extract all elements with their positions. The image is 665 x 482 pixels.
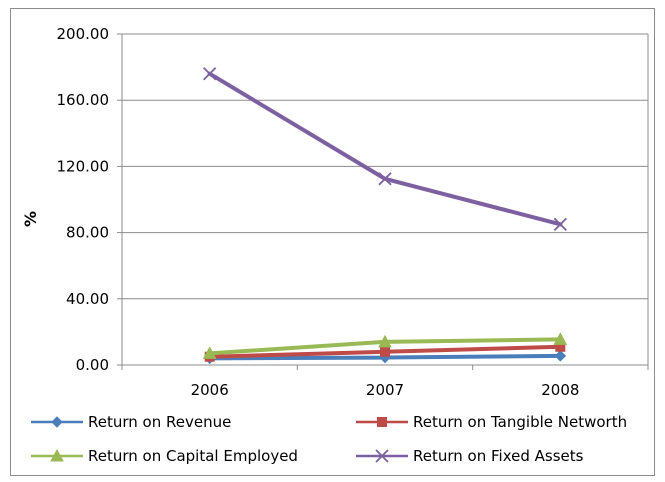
data-point bbox=[555, 351, 565, 361]
y-tick-label: 80.00 bbox=[66, 224, 109, 242]
legend-marker bbox=[52, 417, 62, 427]
x-tick-label: 2008 bbox=[541, 381, 579, 399]
y-tick-label: 0.00 bbox=[76, 356, 109, 374]
legend-entry: Return on Fixed Assets bbox=[356, 447, 584, 465]
legend-label: Return on Fixed Assets bbox=[413, 447, 584, 465]
y-axis-title: % bbox=[21, 211, 40, 227]
x-tick-label: 2007 bbox=[366, 381, 404, 399]
series bbox=[204, 68, 567, 364]
y-tick-label: 160.00 bbox=[57, 91, 110, 109]
series-return-on-fixed-assets bbox=[204, 68, 567, 231]
legend-label: Return on Revenue bbox=[88, 413, 231, 431]
chart-area: 0.00 40.00 80.00 120.00 160.00 200.00 2006 2007… bbox=[10, 8, 655, 476]
y-tick-label: 40.00 bbox=[66, 290, 109, 308]
data-point bbox=[204, 68, 216, 80]
legend-marker bbox=[378, 418, 387, 427]
data-point bbox=[381, 347, 390, 356]
line-chart: 0.00 40.00 80.00 120.00 160.00 200.00 2006 2007… bbox=[11, 9, 654, 475]
legend-label: Return on Capital Employed bbox=[88, 447, 298, 465]
legend-entry: Return on Revenue bbox=[31, 413, 231, 431]
legend-entry: Return on Capital Employed bbox=[31, 447, 298, 465]
y-tick-label: 200.00 bbox=[57, 25, 110, 43]
legend: Return on Revenue Return on Tangible Netw… bbox=[31, 413, 627, 465]
y-tick-label: 120.00 bbox=[57, 157, 110, 175]
gridlines bbox=[122, 34, 648, 299]
legend-label: Return on Tangible Networth bbox=[413, 413, 627, 431]
x-tick-label: 2006 bbox=[191, 381, 229, 399]
series-line bbox=[210, 74, 561, 225]
legend-entry: Return on Tangible Networth bbox=[356, 413, 627, 431]
